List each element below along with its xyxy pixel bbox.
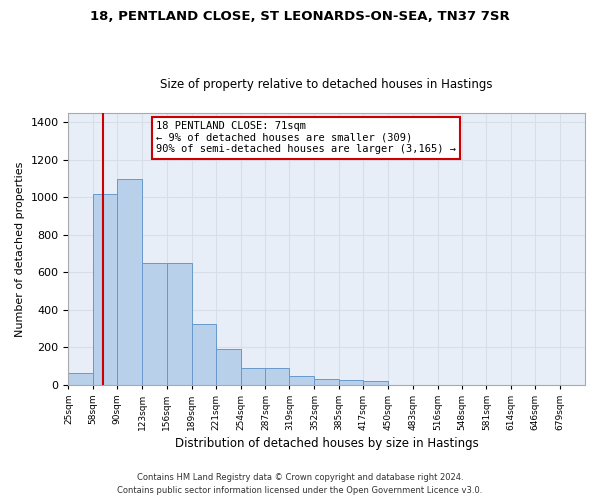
Bar	[117, 178, 142, 384]
Bar	[192, 324, 216, 384]
Text: 18 PENTLAND CLOSE: 71sqm
← 9% of detached houses are smaller (309)
90% of semi-d: 18 PENTLAND CLOSE: 71sqm ← 9% of detache…	[156, 121, 456, 154]
Bar	[265, 368, 289, 384]
Y-axis label: Number of detached properties: Number of detached properties	[15, 161, 25, 336]
Text: 18, PENTLAND CLOSE, ST LEONARDS-ON-SEA, TN37 7SR: 18, PENTLAND CLOSE, ST LEONARDS-ON-SEA, …	[90, 10, 510, 23]
Bar	[314, 380, 339, 384]
Bar	[363, 382, 388, 384]
Bar	[216, 350, 241, 384]
Bar	[68, 373, 93, 384]
Bar	[241, 368, 265, 384]
Bar	[142, 263, 167, 384]
Bar	[289, 376, 314, 384]
Text: Contains HM Land Registry data © Crown copyright and database right 2024.
Contai: Contains HM Land Registry data © Crown c…	[118, 474, 482, 495]
Bar	[93, 194, 117, 384]
Bar	[339, 380, 363, 384]
Title: Size of property relative to detached houses in Hastings: Size of property relative to detached ho…	[160, 78, 493, 91]
Bar	[167, 263, 192, 384]
X-axis label: Distribution of detached houses by size in Hastings: Distribution of detached houses by size …	[175, 437, 479, 450]
